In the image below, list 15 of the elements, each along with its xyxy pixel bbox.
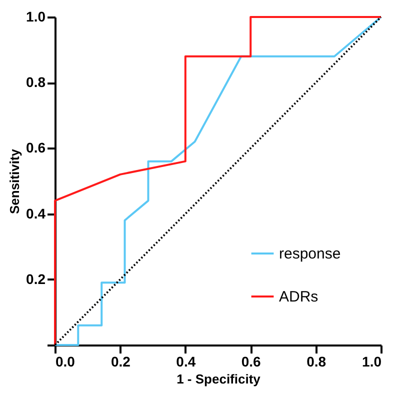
y-tick-label: 0.6 — [26, 140, 46, 156]
y-tick-label: 0.2 — [26, 270, 46, 287]
legend-label: ADRs — [279, 288, 318, 306]
x-tick-label: 0.0 — [56, 354, 76, 370]
y-tick-label: 1.0 — [26, 8, 46, 24]
x-tick-label: 0.6 — [241, 354, 262, 370]
y-tick-label: 0.4 — [26, 205, 46, 222]
x-tick-label: 0.4 — [176, 354, 196, 370]
x-axis-title: 1 - Specificity — [176, 372, 262, 386]
y-tick-label: 0.8 — [26, 74, 46, 90]
x-tick-label: 0.2 — [110, 354, 131, 370]
x-tick-label: 1.0 — [362, 354, 382, 370]
x-tick-label: 0.8 — [306, 354, 326, 370]
y-axis-title: Sensitivity — [7, 148, 22, 214]
legend-label: response — [279, 246, 341, 262]
